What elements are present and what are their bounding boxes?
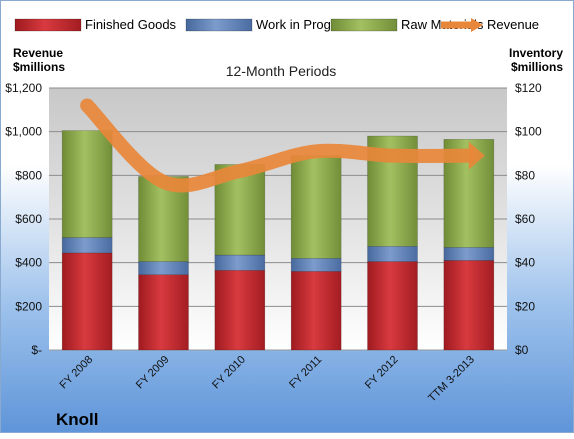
left-tick-label: $1,000: [5, 125, 42, 139]
bar-raw-materials: [61, 130, 113, 238]
right-tick-label: $80: [515, 168, 535, 182]
left-axis-label-line1: Revenue: [13, 46, 63, 60]
revenue-line: [80, 98, 476, 193]
x-tick-label: FY 2012: [363, 354, 401, 392]
right-tick-label: $20: [515, 299, 535, 313]
x-tick-label: FY 2009: [134, 354, 172, 392]
revenue-line-arrowhead: [468, 141, 485, 170]
left-axis-label-line2: $millions: [13, 60, 65, 74]
bar-finished-goods: [214, 270, 266, 351]
left-axis-ticks: $- $200 $400 $600 $800 $1,000 $1,200: [5, 81, 42, 357]
legend-label: Revenue: [487, 17, 539, 32]
bars: [61, 130, 495, 351]
right-tick-label: $100: [515, 125, 542, 139]
legend-revenue: Revenue: [441, 17, 539, 32]
left-tick-label: $200: [15, 299, 42, 313]
x-tick-label: FY 2010: [210, 354, 248, 392]
right-axis-ticks: $0 $20 $40 $60 $80 $100 $120: [515, 81, 542, 357]
legend-swatch: [14, 18, 82, 32]
x-tick-label: TTM 3-2013: [426, 354, 477, 405]
legend-label: Work in Progress: [256, 17, 356, 32]
bar-finished-goods: [290, 271, 342, 351]
gridlines: [49, 87, 507, 351]
legend-finished-goods: Finished Goods: [14, 17, 177, 32]
x-axis-ticks: FY 2008 FY 2009 FY 2010 FY 2011 FY 2012 TTM 3…: [58, 354, 477, 405]
legend-work-in-progress: Work in Progress: [185, 17, 356, 32]
legend-revenue-arrow: [471, 18, 483, 32]
left-tick-label: $800: [15, 168, 42, 182]
right-axis-label-line2: $millions: [511, 60, 563, 74]
legend-swatch: [330, 18, 398, 32]
legend-label: Finished Goods: [85, 17, 177, 32]
bar-work-in-progress: [290, 257, 342, 272]
bar-raw-materials: [290, 155, 342, 259]
legend-swatch: [185, 18, 253, 32]
right-tick-label: $60: [515, 212, 535, 226]
left-tick-label: $-: [31, 343, 42, 357]
bar-finished-goods: [367, 261, 418, 351]
left-tick-label: $1,200: [5, 81, 42, 95]
right-tick-label: $40: [515, 256, 535, 270]
bar-work-in-progress: [138, 261, 189, 275]
bar-work-in-progress: [214, 254, 266, 271]
chart-title: 12-Month Periods: [226, 63, 337, 79]
bar-finished-goods: [138, 274, 189, 351]
x-tick-label: FY 2008: [58, 354, 96, 392]
bar-finished-goods: [61, 252, 113, 351]
right-axis-label-line1: Inventory: [509, 46, 563, 60]
bar-finished-goods: [443, 260, 495, 351]
company-name: Knoll: [56, 410, 99, 429]
bar-work-in-progress: [367, 245, 418, 262]
revenue-line-layer: [80, 98, 485, 193]
bar-work-in-progress: [61, 237, 113, 254]
x-tick-label: FY 2011: [287, 354, 324, 391]
left-tick-label: $600: [15, 212, 42, 226]
right-tick-label: $120: [515, 81, 542, 95]
bar-work-in-progress: [443, 247, 495, 261]
left-tick-label: $400: [15, 256, 42, 270]
right-tick-label: $0: [515, 343, 529, 357]
